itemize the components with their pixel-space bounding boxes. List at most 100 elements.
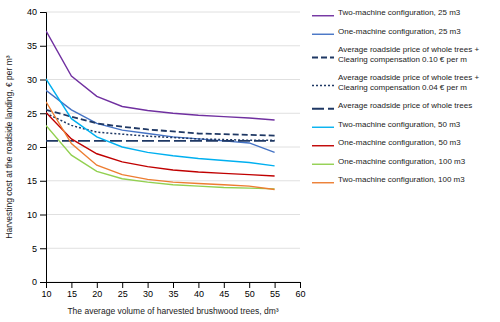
legend-swatch <box>312 145 334 146</box>
x-axis-title: The average volume of harvested brushwoo… <box>67 306 278 316</box>
tick-mark <box>198 282 199 288</box>
tick: 25 <box>118 282 128 299</box>
legend-item: Average roadside price of whole trees <box>312 101 472 110</box>
tick-mark <box>224 282 225 288</box>
legend-item: Two-machine configuration, 50 m3 <box>312 120 461 129</box>
legend-item: One-machine configuration, 50 m3 <box>312 138 461 147</box>
legend-swatch <box>312 57 334 59</box>
tick: 15 <box>27 176 46 186</box>
tick-mark <box>122 282 123 288</box>
legend-swatch <box>312 34 334 35</box>
tick: 35 <box>168 282 178 299</box>
legend-item: One-machine configuration, 25 m3 <box>312 27 461 36</box>
legend-label: Two-machine configuration, 50 m3 <box>338 120 461 129</box>
tick-mark <box>40 248 46 249</box>
legend-label: Average roadside price of whole trees +C… <box>338 45 479 64</box>
tick-mark <box>173 282 174 288</box>
series-line <box>46 113 275 176</box>
legend-swatch <box>312 108 334 110</box>
tick-label: 25 <box>27 109 37 119</box>
tick-mark <box>148 282 149 288</box>
tick-mark <box>40 46 46 47</box>
axis-line <box>40 13 47 283</box>
legend-swatch <box>312 15 334 16</box>
tick: 30 <box>27 75 46 85</box>
grid-line <box>46 45 300 46</box>
series-line <box>46 102 275 190</box>
tick: 30 <box>143 282 153 299</box>
tick-mark <box>275 282 276 288</box>
tick-label: 15 <box>67 289 77 299</box>
tick: 35 <box>27 41 46 51</box>
grid <box>46 12 300 282</box>
legend-swatch <box>312 127 334 128</box>
tick-mark <box>40 12 46 13</box>
tick-mark <box>40 147 46 148</box>
tick-mark <box>40 80 46 81</box>
legend-swatch <box>312 85 334 87</box>
tick: 40 <box>194 282 204 299</box>
series-line <box>46 31 275 120</box>
legend: Two-machine configuration, 25 m3 One-mach… <box>312 8 479 184</box>
tick: 0 <box>32 277 46 287</box>
tick-label: 60 <box>295 289 305 299</box>
legend-item: Two-machine configuration, 25 m3 <box>312 8 461 17</box>
grid-line <box>46 248 300 249</box>
tick-mark <box>249 282 250 288</box>
tick-label: 30 <box>143 289 153 299</box>
series-line <box>46 90 275 152</box>
plot-area: 10 15 20 25 30 35 40 45 50 55 60 0 5 10 15 20 25 30 35 40 <box>27 7 306 299</box>
tick-label: 30 <box>27 75 37 85</box>
tick-label: 50 <box>245 289 255 299</box>
series-line <box>46 125 275 188</box>
legend-item: Average roadside price of whole trees +C… <box>312 73 479 92</box>
tick-mark <box>40 215 46 216</box>
legend-label: One-machine configuration, 50 m3 <box>338 138 461 147</box>
tick: 10 <box>27 210 46 220</box>
legend-label: Two-machine configuration, 25 m3 <box>338 8 461 17</box>
tick-label: 40 <box>194 289 204 299</box>
tick-mark <box>71 282 72 288</box>
tick-label: 45 <box>219 289 229 299</box>
tick-label: 15 <box>27 176 37 186</box>
tick-label: 25 <box>118 289 128 299</box>
tick: 40 <box>27 7 46 17</box>
tick: 60 <box>295 282 305 299</box>
series-line <box>46 140 275 142</box>
tick-mark <box>40 181 46 182</box>
tick: 50 <box>245 282 255 299</box>
tick: 20 <box>92 282 102 299</box>
tick-mark <box>97 282 98 288</box>
legend-item: Two-machine configuration, 100 m3 <box>312 175 465 184</box>
series-line <box>46 79 275 166</box>
legend-label: One-machine configuration, 25 m3 <box>338 27 461 36</box>
tick-label: 55 <box>270 289 280 299</box>
tick-label: 10 <box>41 289 51 299</box>
legend-item: One-machine configuration, 100 m3 <box>312 157 466 166</box>
tick-label: 5 <box>32 244 37 254</box>
legend-label: Two-machine configuration, 100 m3 <box>338 175 465 184</box>
tick-mark <box>300 282 301 288</box>
tick: 5 <box>32 244 46 254</box>
chart: 10 15 20 25 30 35 40 45 50 55 60 0 5 10 15 20 25 30 35 40 Th… <box>0 0 500 322</box>
tick-label: 0 <box>32 277 37 287</box>
x-axis: 10 15 20 25 30 35 40 45 50 55 60 <box>41 282 305 299</box>
y-axis: 0 5 10 15 20 25 30 35 40 <box>27 7 47 287</box>
axis-line <box>47 283 301 289</box>
legend-label: Average roadside price of whole trees +C… <box>338 73 479 92</box>
grid-line <box>46 12 300 13</box>
tick-label: 35 <box>168 289 178 299</box>
lines <box>46 31 275 190</box>
legend-swatch <box>312 164 334 165</box>
tick-label: 10 <box>27 210 37 220</box>
tick: 45 <box>219 282 229 299</box>
y-axis-title: Harvesting cost at the roadside landing,… <box>4 55 14 238</box>
tick: 55 <box>270 282 280 299</box>
grid-line <box>46 79 300 80</box>
tick-label: 20 <box>92 289 102 299</box>
series-line <box>46 110 275 136</box>
tick-label: 20 <box>27 142 37 152</box>
tick: 15 <box>67 282 77 299</box>
series-line <box>46 113 275 140</box>
tick: 25 <box>27 109 46 119</box>
